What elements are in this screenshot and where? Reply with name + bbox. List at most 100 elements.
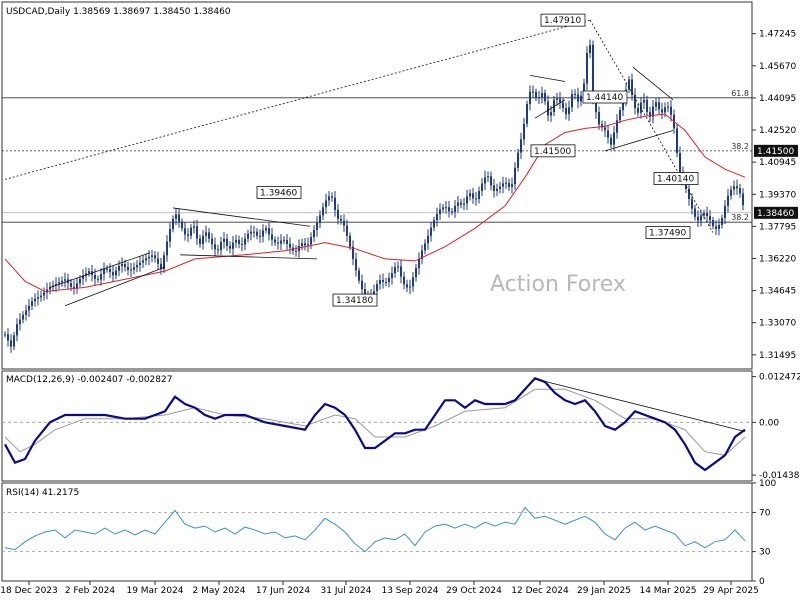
price-bar-body [241, 243, 243, 245]
price-bar-body [418, 258, 420, 269]
price-bar-body [208, 232, 210, 239]
key-level-tag-label: 1.41500 [757, 147, 794, 157]
price-annotation-label: 1.37490 [649, 229, 686, 239]
price-bar-body [439, 209, 441, 215]
price-bar-body [217, 249, 219, 251]
price-bar-body [697, 216, 699, 221]
price-bar-body [181, 221, 183, 229]
price-y-tick-label: 1.45670 [759, 62, 796, 72]
price-bar-body [340, 218, 342, 221]
price-bar-body [604, 127, 606, 131]
price-bar-body [283, 239, 285, 241]
price-bar-body [607, 130, 609, 138]
price-bar-body [556, 98, 558, 100]
price-bar-body [280, 240, 282, 244]
trend-line [64, 266, 166, 307]
rsi-line [4, 506, 746, 553]
price-bar-body [19, 319, 21, 325]
trend-line [49, 252, 151, 288]
price-bar-body [226, 238, 228, 246]
price-bar-body [250, 231, 252, 234]
price-y-tick-label: 1.34645 [759, 287, 796, 297]
price-bar-body [103, 268, 105, 275]
price-bar-body [460, 202, 462, 205]
price-bar-body [124, 263, 126, 268]
price-bar-body [469, 193, 471, 197]
price-bar-body [319, 215, 321, 223]
price-bar-body [361, 280, 363, 290]
price-bar-body [403, 276, 405, 285]
price-bar-body [148, 256, 150, 259]
price-bar-body [583, 83, 585, 96]
price-bar-body [256, 231, 258, 236]
price-bar-body [631, 79, 633, 95]
price-bar-body [25, 310, 27, 315]
price-bar-body [613, 132, 615, 145]
price-bar-body [49, 286, 51, 290]
price-annotation-box [256, 186, 302, 199]
price-bar-body [7, 334, 9, 341]
price-bar-body [310, 237, 312, 245]
price-annotation-box [332, 293, 378, 307]
price-bar-body [307, 244, 309, 246]
price-bar-body [397, 266, 399, 268]
symbol-header: USDCAD,Daily 1.38569 1.38697 1.38450 1.3… [6, 7, 231, 17]
price-bar-body [157, 258, 159, 264]
price-bar-body [364, 289, 366, 295]
price-bar-body [388, 277, 390, 283]
x-axis-label: 29 Oct 2024 [446, 586, 502, 596]
price-bar-body [160, 263, 162, 270]
price-bar-body [667, 106, 669, 108]
price-bar-body [223, 238, 225, 242]
price-bar-body [658, 102, 660, 110]
trend-line [534, 99, 566, 119]
axes: 1.47245 1.45670 1.44095 1.42520 1.40945 1.393… [0, 30, 800, 596]
price-bar-body [643, 99, 645, 103]
price-bar-body [664, 107, 666, 113]
price-bar-body [592, 44, 594, 100]
price-bar-body [130, 269, 132, 271]
price-bar-body [385, 282, 387, 284]
price-bar-body [541, 93, 543, 98]
price-bar-body [178, 214, 180, 222]
price-bar-body [703, 213, 705, 216]
price-bar-body [394, 267, 396, 274]
macd-signal-line [4, 388, 746, 456]
price-bar-body [727, 195, 729, 206]
macd-y-tick-label: 0.012472 [759, 373, 800, 383]
price-bar-body [616, 120, 618, 133]
price-bar-body [304, 243, 306, 246]
price-bar-body [562, 102, 564, 109]
price-bar-body [610, 137, 612, 145]
price-bar-body [694, 208, 696, 217]
price-annotation-box [645, 226, 691, 239]
price-y-tick-label: 1.33070 [759, 319, 796, 329]
price-bar-body [739, 188, 741, 194]
price-bar-body [358, 270, 360, 281]
price-bar-body [271, 234, 273, 240]
price-bar-body [628, 79, 630, 90]
price-bar-body [472, 193, 474, 199]
price-bar-body [235, 239, 237, 243]
price-bar-body [718, 224, 720, 229]
rsi-y-tick-label: 100 [759, 479, 776, 489]
price-bar-body [34, 298, 36, 302]
price-bar-body [400, 266, 402, 277]
trend-line [172, 207, 311, 227]
price-bar-body [142, 260, 144, 263]
price-bar-body [544, 93, 546, 102]
price-bar-body [670, 106, 672, 115]
price-bar-body [586, 52, 588, 84]
price-bar-body [490, 176, 492, 186]
price-bar-body [298, 245, 300, 252]
price-bar-body [64, 279, 66, 281]
price-bar-body [334, 197, 336, 210]
price-bar-body [220, 241, 222, 251]
price-bar-body [493, 185, 495, 191]
price-bar-body [214, 244, 216, 250]
price-bar-body [577, 94, 579, 102]
price-bar-body [100, 274, 102, 280]
price-bar-body [409, 286, 411, 288]
trend-line [632, 66, 674, 101]
price-bar-body [337, 209, 339, 219]
